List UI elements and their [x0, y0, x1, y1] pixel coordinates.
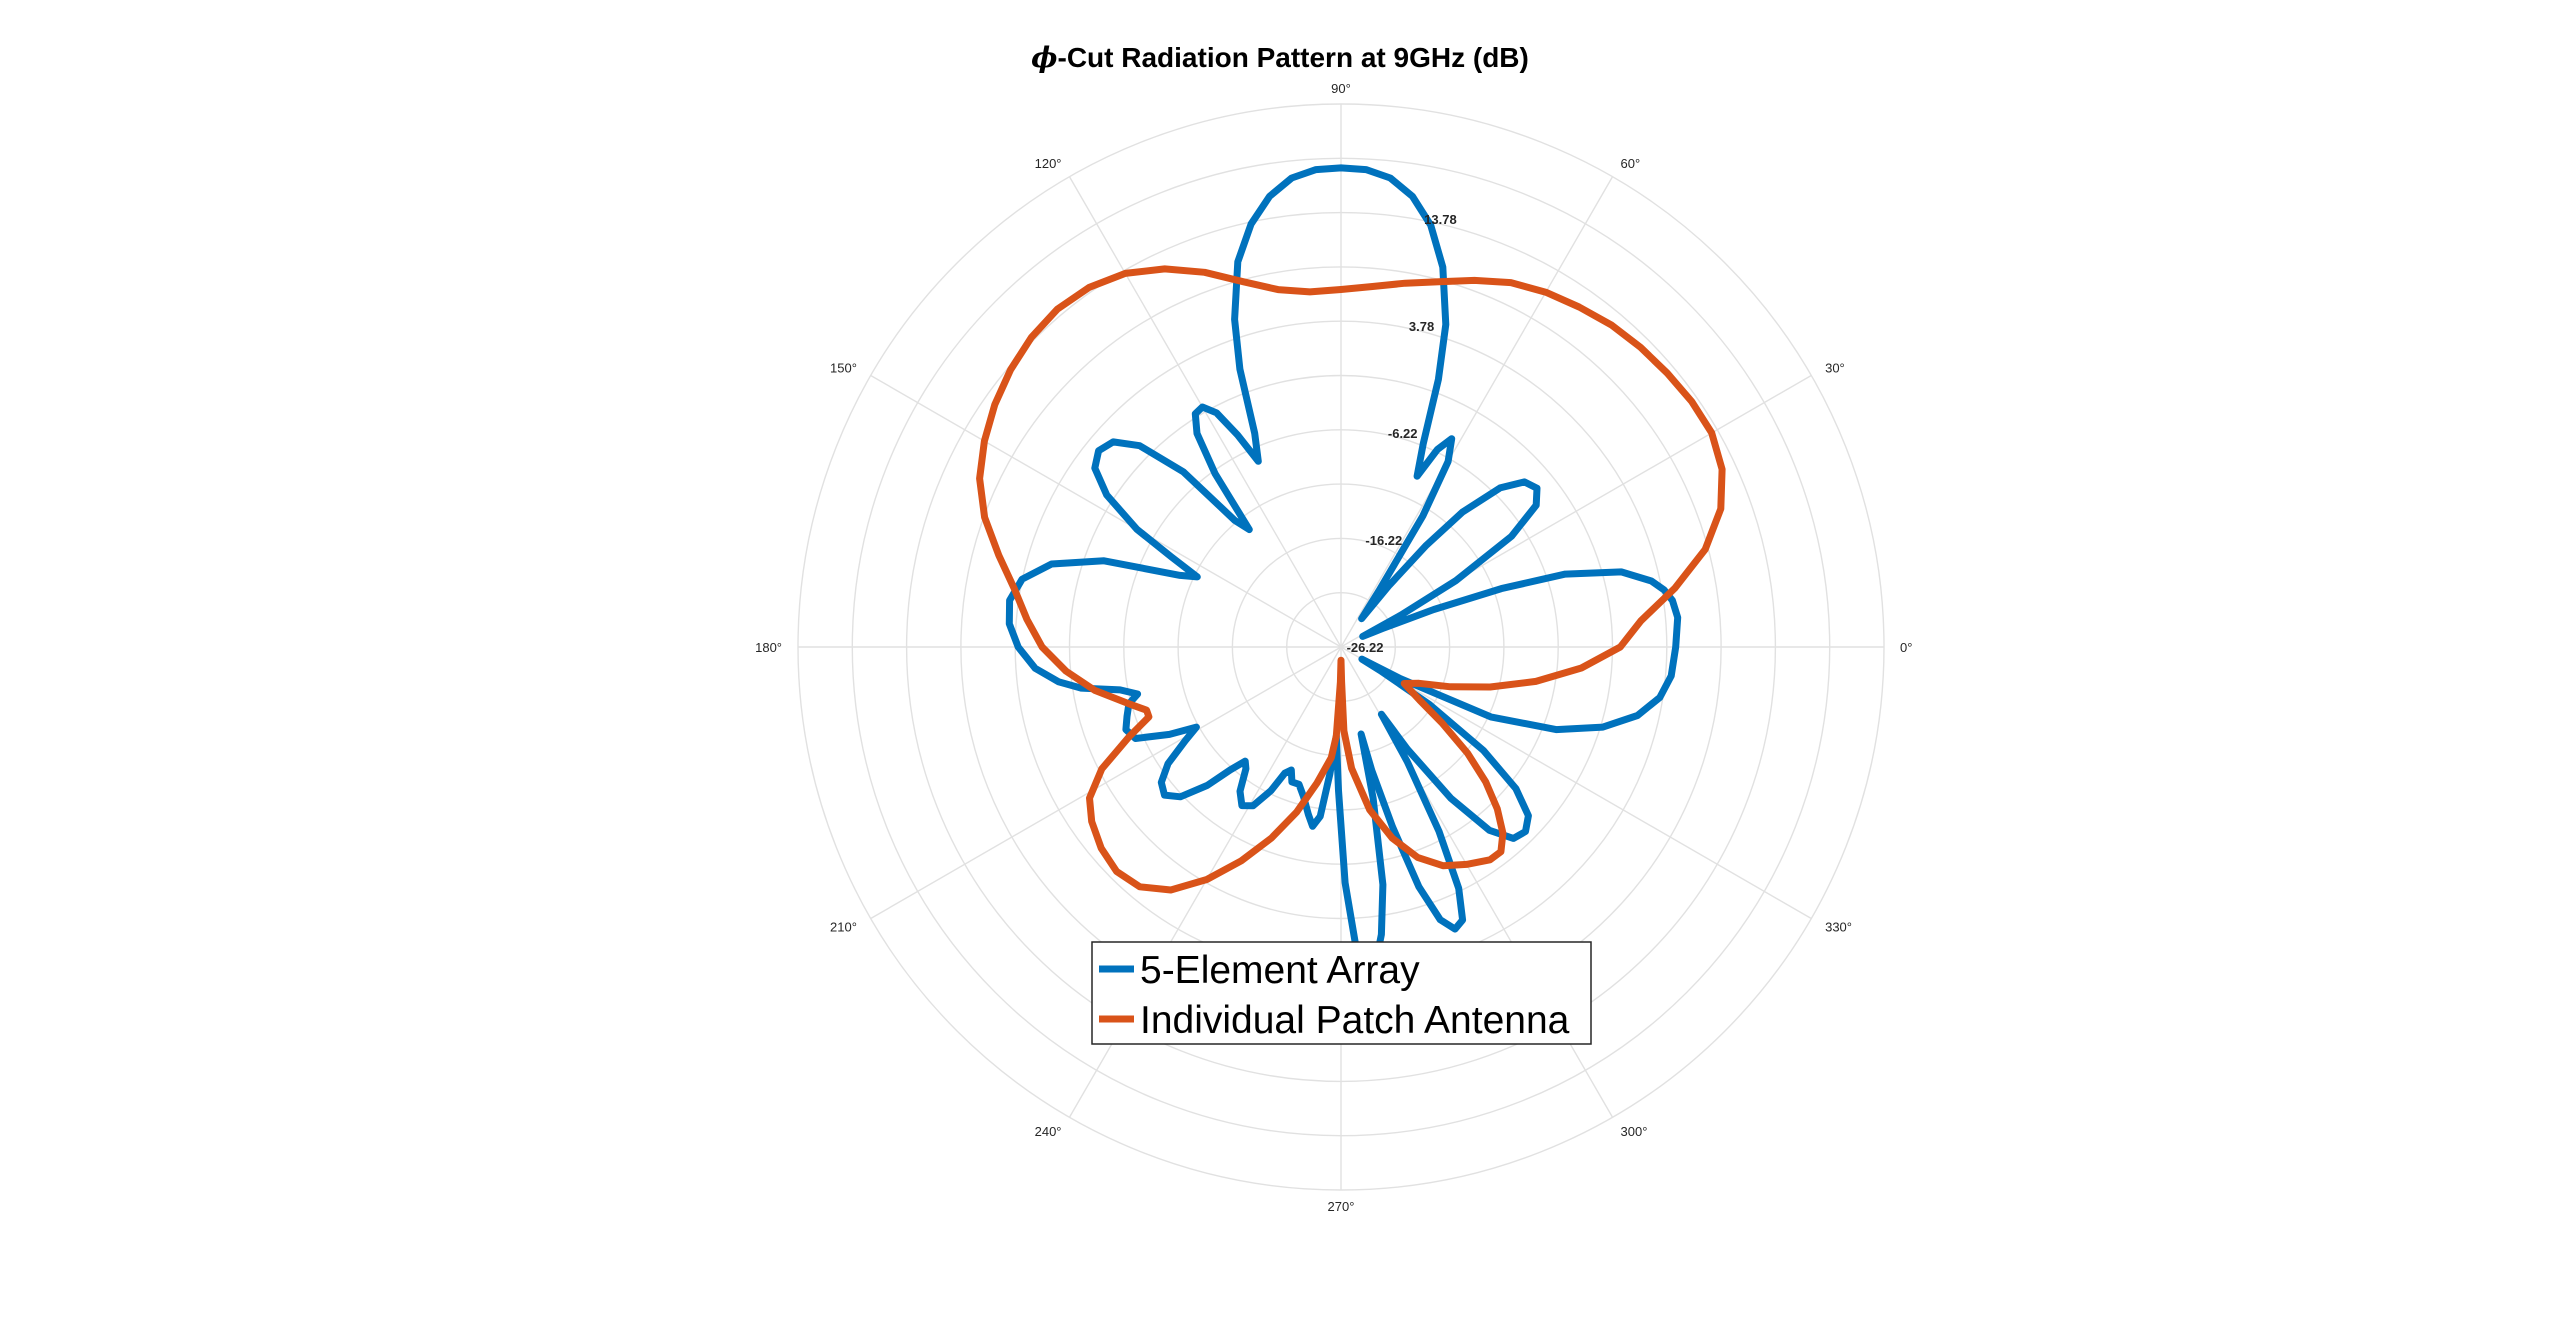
radial-tick-label: 13.78 [1424, 212, 1457, 227]
grid-spoke [1340, 176, 1614, 648]
grid-spoke [870, 646, 1342, 920]
chart-title: ϕ-Cut Radiation Pattern at 9GHz (dB) [1031, 41, 1529, 74]
angle-tick-label: 210° [830, 920, 857, 935]
angle-tick-label: 240° [1035, 1124, 1062, 1139]
radial-tick-label: 3.78 [1409, 319, 1434, 334]
title-text: -Cut Radiation Pattern at 9GHz (dB) [1058, 42, 1529, 73]
angle-tick-label: 120° [1035, 156, 1062, 171]
angle-tick-label: 300° [1621, 1124, 1648, 1139]
angle-tick-label: 180° [755, 640, 782, 655]
grid-spoke [870, 374, 1342, 648]
legend-label-individual-patch-antenna: Individual Patch Antenna [1140, 999, 1570, 1042]
series-lines [976, 164, 1726, 976]
legend-box [1091, 941, 1592, 1045]
angle-tick-label: 330° [1825, 920, 1852, 935]
legend: 5-Element Array Individual Patch Antenna [1091, 941, 1592, 1045]
title-phi-symbol: ϕ [1031, 41, 1057, 74]
angle-tick-label: 90° [1331, 81, 1351, 96]
radial-tick-label: -26.22 [1347, 640, 1384, 655]
legend-label-5-element-array: 5-Element Array [1140, 949, 1420, 992]
tick-labels: 0° 30° 60° 90° 120° 150° 180° 210° 240° 270° 300° 3… [755, 81, 1912, 1214]
angle-tick-label: 60° [1621, 156, 1641, 171]
angle-tick-label: 150° [830, 361, 857, 376]
angle-tick-label: 30° [1825, 361, 1845, 376]
series-line-individual-patch-antenna [976, 265, 1726, 894]
series-line-5-element-array [1005, 164, 1682, 976]
grid-spoke [1340, 646, 1812, 920]
radial-tick-label: -16.22 [1365, 533, 1402, 548]
angle-tick-label: 270° [1328, 1199, 1355, 1214]
angle-tick-label: 0° [1900, 640, 1912, 655]
radial-tick-label: -6.22 [1388, 426, 1418, 441]
